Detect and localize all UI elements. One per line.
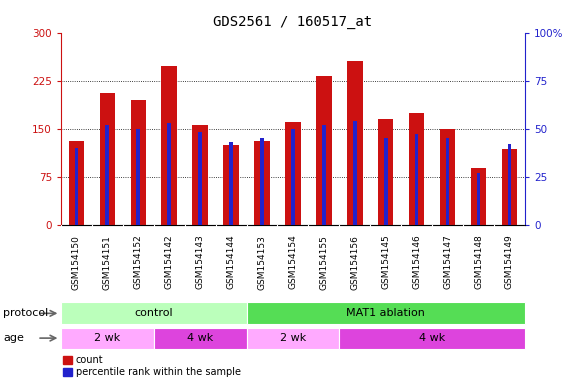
Bar xyxy=(508,144,512,225)
Text: 4 wk: 4 wk xyxy=(187,333,213,343)
Bar xyxy=(445,138,450,225)
Bar xyxy=(246,328,339,349)
Text: GSM154145: GSM154145 xyxy=(381,235,390,290)
Text: GSM154153: GSM154153 xyxy=(258,235,266,290)
Bar xyxy=(229,142,233,225)
Text: GSM154142: GSM154142 xyxy=(165,235,173,290)
Bar xyxy=(193,126,208,225)
Bar xyxy=(254,141,270,225)
Bar xyxy=(339,328,525,349)
Bar xyxy=(198,132,202,225)
Bar xyxy=(316,76,332,225)
Bar xyxy=(154,328,246,349)
Text: GSM154146: GSM154146 xyxy=(412,235,421,290)
Bar xyxy=(353,121,357,225)
Bar xyxy=(130,100,146,225)
Text: GSM154155: GSM154155 xyxy=(320,235,328,290)
Text: GDS2561 / 160517_at: GDS2561 / 160517_at xyxy=(213,15,372,29)
Text: 4 wk: 4 wk xyxy=(419,333,445,343)
Bar xyxy=(285,122,300,225)
Bar xyxy=(246,302,525,324)
Bar xyxy=(61,328,154,349)
Bar xyxy=(415,134,419,225)
Text: GSM154151: GSM154151 xyxy=(103,235,112,290)
Bar xyxy=(384,138,387,225)
Bar xyxy=(440,129,455,225)
Text: MAT1 ablation: MAT1 ablation xyxy=(346,308,425,318)
Bar xyxy=(471,168,486,225)
Text: 2 wk: 2 wk xyxy=(280,333,306,343)
Text: GSM154150: GSM154150 xyxy=(72,235,81,290)
Text: GSM154147: GSM154147 xyxy=(443,235,452,290)
Text: GSM154154: GSM154154 xyxy=(288,235,298,290)
Text: GSM154152: GSM154152 xyxy=(134,235,143,290)
Bar xyxy=(61,302,246,324)
Text: GSM154156: GSM154156 xyxy=(350,235,359,290)
Bar xyxy=(136,129,140,225)
Bar xyxy=(378,119,393,225)
Bar xyxy=(409,113,425,225)
Text: GSM154144: GSM154144 xyxy=(227,235,235,290)
Bar xyxy=(223,145,239,225)
Bar xyxy=(68,141,84,225)
Bar xyxy=(106,125,109,225)
Bar xyxy=(100,93,115,225)
Bar xyxy=(347,61,362,225)
Bar xyxy=(322,125,326,225)
Bar xyxy=(260,138,264,225)
Text: GSM154148: GSM154148 xyxy=(474,235,483,290)
Legend: count, percentile rank within the sample: count, percentile rank within the sample xyxy=(63,355,241,377)
Text: GSM154143: GSM154143 xyxy=(195,235,205,290)
Bar xyxy=(502,149,517,225)
Bar xyxy=(74,148,78,225)
Bar xyxy=(161,66,177,225)
Text: 2 wk: 2 wk xyxy=(94,333,121,343)
Bar xyxy=(291,129,295,225)
Text: GSM154149: GSM154149 xyxy=(505,235,514,290)
Text: control: control xyxy=(135,308,173,318)
Bar xyxy=(167,123,171,225)
Text: age: age xyxy=(3,333,24,343)
Bar xyxy=(477,173,480,225)
Text: protocol: protocol xyxy=(3,308,48,318)
